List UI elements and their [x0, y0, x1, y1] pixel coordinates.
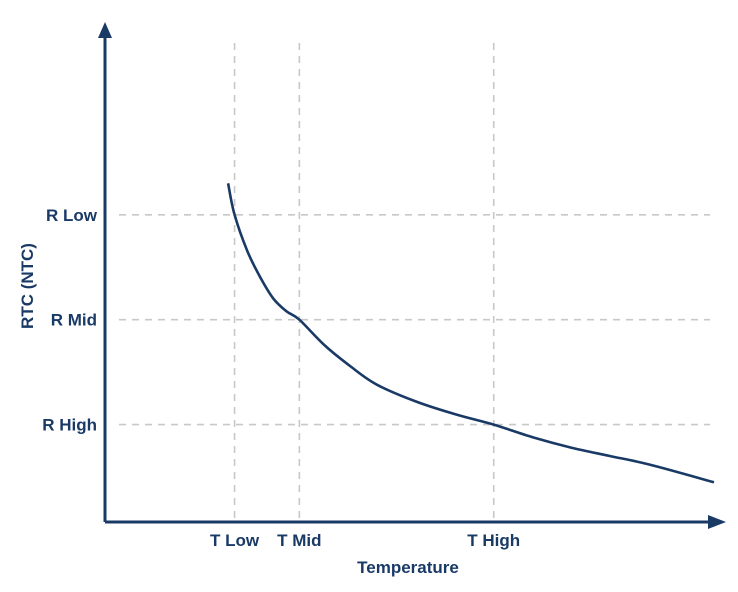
x-tick-label: T High [467, 531, 520, 550]
x-tick-label: T Mid [277, 531, 321, 550]
y-tick-label: R High [42, 416, 97, 435]
y-tick-labels: R Low R Mid R High [42, 206, 98, 435]
y-tick-label: R Mid [51, 311, 97, 330]
x-tick-labels: T Low T Mid T High [210, 531, 520, 550]
series-line [226, 183, 715, 484]
y-axis-title: RTC (NTC) [18, 243, 37, 329]
y-axis-arrow [98, 22, 112, 38]
grid-lines [119, 38, 710, 518]
series-layer [226, 183, 715, 484]
y-tick-label: R Low [46, 206, 98, 225]
x-axis-title: Temperature [357, 558, 459, 577]
x-tick-label: T Low [210, 531, 260, 550]
x-axis-arrow [708, 515, 726, 529]
